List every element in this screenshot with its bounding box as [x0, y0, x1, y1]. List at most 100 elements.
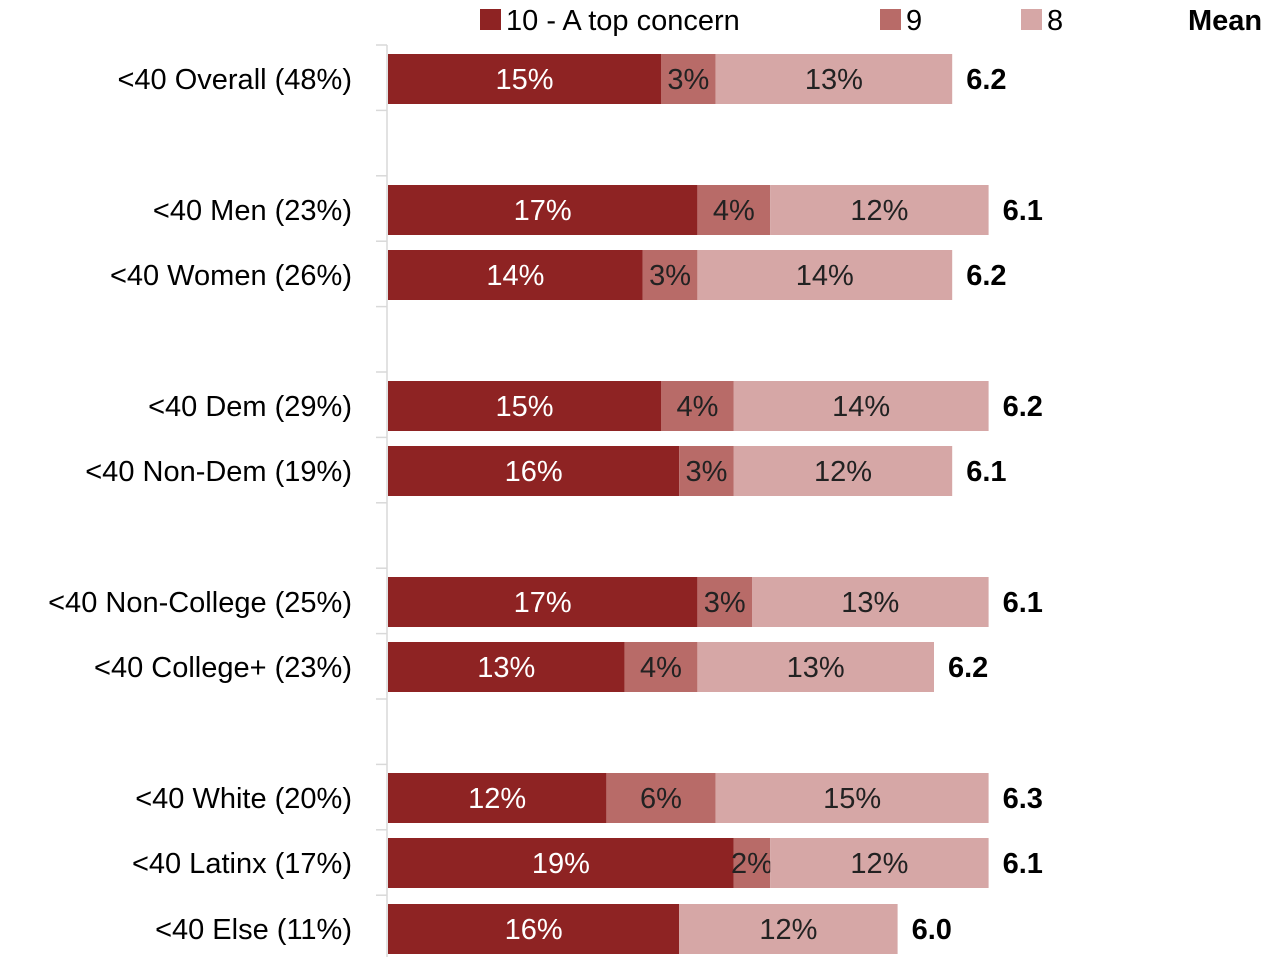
data-label: 3% — [704, 587, 746, 619]
bar-segment-2 — [679, 904, 898, 954]
mean-value: 6.2 — [966, 260, 1006, 292]
bar-segment-1 — [642, 250, 698, 300]
data-label: 14% — [796, 260, 854, 292]
row-label: <40 Men (23%) — [153, 195, 352, 227]
row-label: <40 College+ (23%) — [94, 652, 352, 684]
data-label: 3% — [686, 456, 728, 488]
data-label: 13% — [805, 64, 863, 96]
legend-label-2: 8 — [1047, 5, 1063, 37]
bar-row: <40 Non-College (25%) 17% 3% 13% 6.1 — [48, 577, 1043, 627]
bar-rows: <40 Overall (48%) 15% 3% 13% 6.2 <40 Men (23%… — [48, 54, 1043, 954]
bar-segment-2 — [697, 250, 953, 300]
bar-segment-1 — [661, 54, 716, 104]
bar-row: <40 White (20%) 12% 6% 15% 6.3 — [135, 773, 1043, 823]
mean-value: 6.2 — [966, 64, 1006, 96]
bar-segment-1 — [733, 838, 771, 888]
data-label: 12% — [759, 914, 817, 946]
bar-segment-0 — [388, 250, 643, 300]
data-label: 19% — [532, 848, 590, 880]
bar-segment-0 — [388, 838, 734, 888]
bar-segment-0 — [388, 381, 661, 431]
bar-segment-2 — [752, 577, 989, 627]
bar-segment-1 — [624, 642, 698, 692]
legend: 10 - A top concern 9 8 Mean — [480, 5, 1262, 37]
data-label: 13% — [477, 652, 535, 684]
data-label: 6% — [640, 783, 682, 815]
data-label: 3% — [649, 260, 691, 292]
mean-value: 6.2 — [948, 652, 988, 684]
data-label: 16% — [505, 914, 563, 946]
data-label: 12% — [850, 195, 908, 227]
bar-segment-1 — [679, 446, 734, 496]
bar-segment-0 — [388, 642, 625, 692]
data-label: 3% — [667, 64, 709, 96]
category-axis — [376, 44, 388, 957]
bar-segment-2 — [733, 446, 953, 496]
row-label: <40 Dem (29%) — [148, 391, 352, 423]
bar-segment-1 — [606, 773, 716, 823]
data-label: 14% — [486, 260, 544, 292]
bar-segment-0 — [388, 185, 698, 235]
mean-value: 6.1 — [966, 456, 1006, 488]
data-label: 13% — [787, 652, 845, 684]
bar-row: <40 Latinx (17%) 19% 2% 12% 6.1 — [132, 838, 1043, 888]
bar-row: <40 Overall (48%) 15% 3% 13% 6.2 — [117, 54, 1007, 104]
bar-segment-0 — [388, 446, 680, 496]
data-label: 14% — [832, 391, 890, 423]
data-label: 15% — [495, 64, 553, 96]
legend-swatch-2 — [1021, 9, 1042, 30]
data-label: 12% — [850, 848, 908, 880]
row-label: <40 Latinx (17%) — [132, 848, 352, 880]
bar-segment-2 — [770, 185, 989, 235]
bar-segment-1 — [697, 185, 771, 235]
bar-segment-1 — [697, 577, 752, 627]
legend-label-1: 9 — [906, 5, 922, 37]
legend-swatch-1 — [880, 9, 901, 30]
data-label: 16% — [505, 456, 563, 488]
data-label: 15% — [495, 391, 553, 423]
row-label: <40 Non-College (25%) — [48, 587, 352, 619]
bar-segment-2 — [715, 54, 953, 104]
legend-swatch-0 — [480, 9, 501, 30]
bar-segment-2 — [770, 838, 989, 888]
mean-value: 6.3 — [1003, 783, 1043, 815]
row-label: <40 Else (11%) — [155, 914, 352, 946]
mean-value: 6.0 — [912, 914, 952, 946]
bar-row: <40 Non-Dem (19%) 16% 3% 12% 6.1 — [85, 446, 1007, 496]
bar-segment-2 — [733, 381, 989, 431]
data-label: 4% — [713, 195, 755, 227]
data-label: 12% — [468, 783, 526, 815]
bar-row: <40 Women (26%) 14% 3% 14% 6.2 — [110, 250, 1007, 300]
data-label: 15% — [823, 783, 881, 815]
data-label: 12% — [814, 456, 872, 488]
bar-segment-0 — [388, 577, 698, 627]
mean-value: 6.1 — [1003, 195, 1043, 227]
bar-segment-0 — [388, 54, 661, 104]
data-label: 4% — [640, 652, 682, 684]
row-label: <40 Overall (48%) — [117, 64, 352, 96]
mean-value: 6.1 — [1003, 587, 1043, 619]
bar-row: <40 Men (23%) 17% 4% 12% 6.1 — [153, 185, 1043, 235]
mean-value: 6.2 — [1003, 391, 1043, 423]
bar-segment-2 — [715, 773, 989, 823]
bar-segment-1 — [661, 381, 734, 431]
row-label: <40 Women (26%) — [110, 260, 352, 292]
bar-row: <40 Dem (29%) 15% 4% 14% 6.2 — [148, 381, 1043, 431]
data-label: 17% — [514, 587, 572, 619]
row-label: <40 Non-Dem (19%) — [85, 456, 352, 488]
bar-segment-2 — [697, 642, 934, 692]
bar-segment-0 — [388, 773, 607, 823]
bar-segment-0 — [388, 904, 680, 954]
legend-label-0: 10 - A top concern — [506, 5, 740, 37]
bar-row: <40 College+ (23%) 13% 4% 13% 6.2 — [94, 642, 988, 692]
mean-value: 6.1 — [1003, 848, 1043, 880]
data-label: 13% — [841, 587, 899, 619]
row-label: <40 White (20%) — [135, 783, 352, 815]
data-label: 17% — [514, 195, 572, 227]
data-label: 4% — [676, 391, 718, 423]
data-label: 2% — [731, 848, 773, 880]
mean-header: Mean — [1188, 5, 1262, 37]
bar-row: <40 Else (11%) 16% 12% 6.0 — [155, 904, 952, 954]
